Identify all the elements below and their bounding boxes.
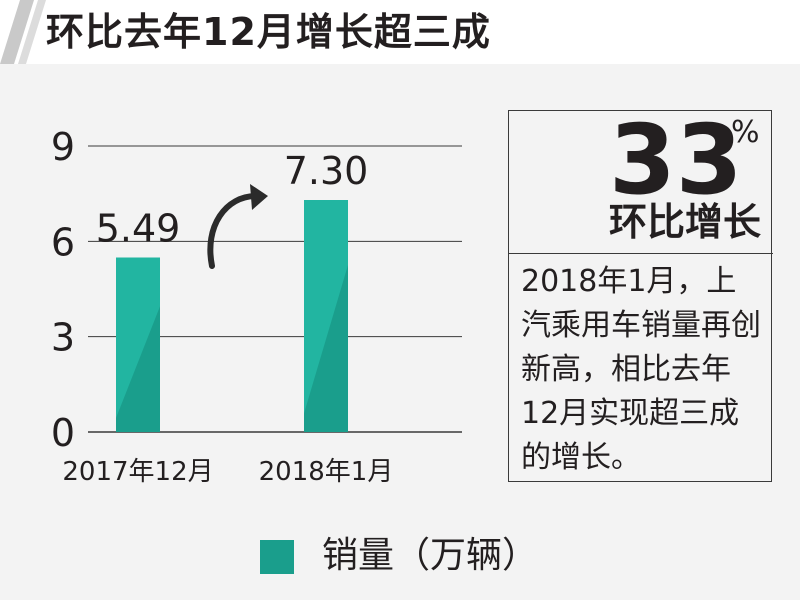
callout-description: 2018年1月，上汽乘用车销量再创新高，相比去年12月实现超三成的增长。 bbox=[509, 253, 773, 481]
sales-bar-chart: 0 3 6 9 5.49 2017年12月 7.30 2018年1月 bbox=[51, 125, 462, 487]
y-tick-label: 3 bbox=[51, 316, 75, 360]
y-tick-label: 0 bbox=[51, 411, 75, 455]
bar-highlight bbox=[116, 257, 160, 419]
bar-value-label: 5.49 bbox=[96, 207, 181, 251]
x-category-label: 2017年12月 bbox=[62, 457, 213, 487]
bar-value-label: 7.30 bbox=[284, 149, 369, 193]
growth-label: 环比增长 bbox=[609, 200, 762, 244]
x-category-label: 2018年1月 bbox=[259, 457, 394, 487]
header-bar: 环比去年12月增长超三成 bbox=[0, 0, 800, 64]
growth-arrowhead-icon bbox=[250, 184, 268, 210]
growth-percent-sign: % bbox=[731, 115, 760, 150]
header-stripes bbox=[0, 0, 46, 64]
legend-label: 销量（万辆） bbox=[322, 535, 539, 576]
legend-swatch bbox=[260, 540, 294, 574]
growth-arrow-icon bbox=[207, 193, 259, 269]
y-tick-label: 6 bbox=[51, 220, 75, 264]
page-title: 环比去年12月增长超三成 bbox=[46, 10, 491, 54]
y-tick-label: 9 bbox=[51, 125, 75, 169]
growth-number: 33 bbox=[609, 104, 743, 216]
bar-highlight bbox=[304, 200, 348, 414]
growth-callout-box: 33 % 环比增长 2018年1月，上汽乘用车销量再创新高，相比去年12月实现超… bbox=[508, 105, 773, 482]
